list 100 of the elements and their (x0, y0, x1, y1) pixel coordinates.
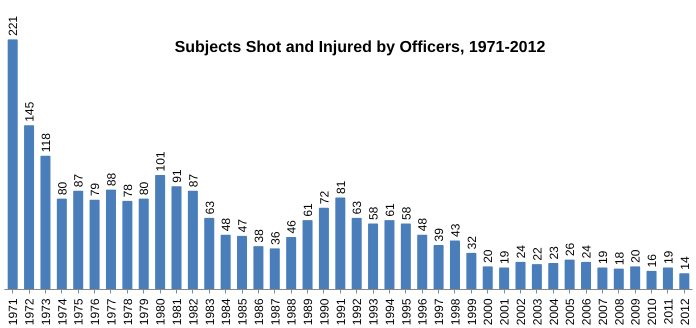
x-tick-label: 2000 (481, 298, 496, 326)
data-label: 118 (38, 132, 53, 152)
data-label: 63 (350, 200, 364, 214)
x-tick-label: 1982 (186, 298, 200, 326)
bar (434, 244, 444, 290)
bar (466, 252, 476, 290)
data-label: 221 (6, 16, 20, 36)
bar (155, 174, 166, 290)
x-tick-label: 1984 (219, 298, 234, 326)
data-label: 79 (88, 182, 102, 196)
data-label: 81 (334, 180, 348, 194)
bar (302, 220, 313, 290)
x-tick-label: 2011 (661, 298, 676, 324)
bar (499, 268, 510, 290)
bar (352, 218, 362, 290)
bar (8, 39, 18, 290)
data-label: 26 (563, 242, 578, 256)
bar (417, 234, 428, 290)
bar (400, 224, 411, 290)
data-label: 80 (137, 181, 152, 196)
data-label: 63 (202, 200, 217, 214)
x-tick-label: 2002 (514, 298, 528, 326)
data-label: 14 (678, 256, 692, 270)
data-label: 20 (628, 249, 643, 263)
data-label: 61 (382, 202, 397, 217)
bar (368, 224, 378, 290)
x-tick-label: 2007 (596, 298, 610, 326)
x-tick-label: 1974 (55, 298, 70, 326)
data-label: 48 (416, 218, 430, 232)
data-label: 48 (219, 218, 234, 232)
bar (188, 190, 198, 290)
bar (548, 263, 558, 290)
bar (630, 266, 640, 290)
data-label: 32 (464, 236, 479, 250)
bar (597, 268, 608, 290)
bar (564, 260, 575, 290)
chart-title: Subjects Shot and Injured by Officers, 1971-2012 (174, 38, 546, 56)
x-tick-label: 1975 (72, 298, 86, 326)
x-tick-label: 1978 (120, 298, 135, 326)
x-tick-label: 2005 (563, 298, 578, 326)
bar (24, 125, 34, 290)
x-tick-label: 1994 (382, 298, 397, 326)
bar (614, 268, 624, 290)
data-label: 80 (55, 181, 70, 196)
x-tick-label: 2009 (628, 298, 643, 326)
data-label: 72 (317, 190, 332, 204)
data-label: 145 (22, 101, 37, 122)
data-label: 58 (399, 206, 414, 220)
bar (253, 246, 264, 290)
data-label: 24 (514, 244, 528, 258)
bar (73, 190, 84, 290)
x-tick-label: 1987 (268, 298, 282, 326)
bar (138, 198, 149, 290)
data-label: 88 (104, 172, 118, 186)
data-label: 101 (154, 151, 168, 172)
x-tick-label: 1988 (284, 298, 299, 326)
x-tick-label: 2010 (645, 298, 660, 326)
bar (237, 236, 248, 290)
data-label: 16 (645, 254, 660, 268)
bar (171, 186, 182, 290)
data-label: 78 (120, 184, 135, 198)
x-tick-label: 1971 (6, 298, 20, 326)
bar (679, 273, 690, 290)
x-tick-label: 1973 (38, 298, 53, 326)
bar (482, 266, 493, 290)
x-tick-label: 1989 (301, 298, 316, 326)
x-tick-label: 1979 (137, 298, 152, 326)
data-label: 18 (612, 252, 626, 266)
bar (581, 262, 592, 290)
x-tick-label: 1977 (104, 298, 118, 326)
data-label: 43 (448, 223, 462, 237)
data-label: 20 (481, 249, 496, 263)
data-label: 46 (284, 220, 299, 234)
data-label: 23 (546, 246, 561, 260)
bar (40, 156, 50, 290)
data-label: 39 (432, 228, 446, 242)
bar (384, 220, 394, 290)
bar (515, 262, 526, 290)
x-tick-label: 1981 (170, 298, 184, 326)
x-tick-label: 1993 (366, 298, 381, 326)
x-tick-label: 2006 (580, 298, 594, 326)
data-label: 19 (596, 250, 610, 264)
x-tick-label: 1990 (317, 298, 332, 326)
x-tick-label: 1996 (416, 298, 430, 326)
x-tick-label: 2003 (530, 298, 544, 326)
data-label: 24 (580, 244, 594, 258)
x-tick-label: 1997 (432, 298, 446, 326)
bar (204, 218, 214, 290)
x-tick-label: 1999 (464, 298, 479, 326)
x-tick-label: 1998 (448, 298, 462, 326)
data-label: 91 (170, 169, 184, 183)
x-tick-label: 2004 (546, 298, 561, 326)
x-tick-label: 1991 (334, 298, 348, 326)
data-label: 36 (268, 231, 282, 245)
x-tick-label: 1995 (399, 298, 414, 326)
data-label: 19 (498, 250, 512, 264)
x-tick-label: 1972 (22, 298, 37, 326)
data-label: 19 (661, 250, 676, 264)
data-label: 38 (252, 228, 266, 243)
bar (662, 268, 673, 290)
